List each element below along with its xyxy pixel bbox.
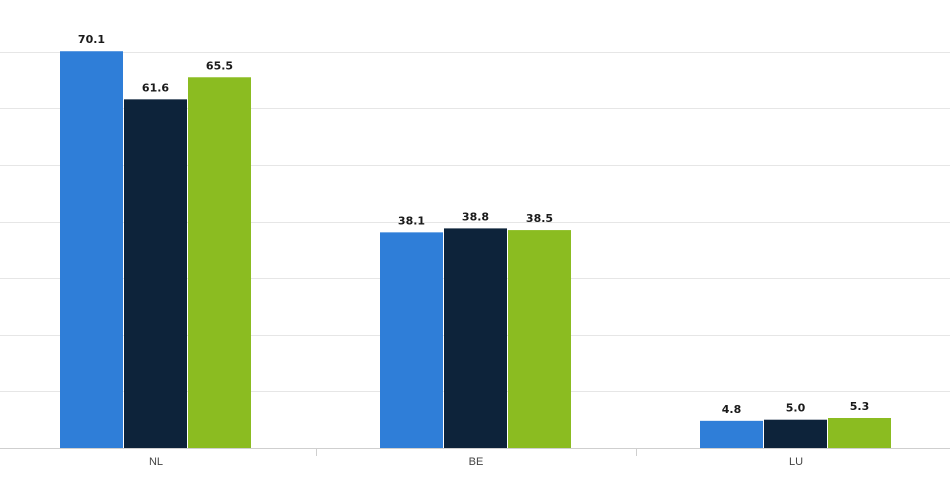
category-label: BE bbox=[469, 456, 484, 468]
value-label: 4.8 bbox=[722, 403, 742, 416]
x-axis: NL BE LU bbox=[0, 448, 950, 468]
bars bbox=[60, 51, 891, 449]
value-label: 65.5 bbox=[206, 59, 233, 72]
category-label: LU bbox=[789, 456, 803, 468]
bar-nl-series-1 bbox=[60, 51, 123, 448]
category-label: NL bbox=[149, 456, 163, 468]
value-label: 70.1 bbox=[78, 33, 105, 46]
bar-be-series-2 bbox=[444, 228, 507, 448]
value-label: 61.6 bbox=[142, 81, 169, 94]
bar-be-series-3 bbox=[508, 230, 571, 448]
bar-lu-series-1 bbox=[700, 420, 763, 448]
value-label: 38.8 bbox=[462, 210, 489, 223]
bar-nl-series-2 bbox=[124, 99, 187, 449]
bar-nl-series-3 bbox=[188, 77, 251, 449]
value-label: 38.1 bbox=[398, 214, 425, 227]
value-labels: 70.1 61.6 65.5 38.1 38.8 38.5 4.8 5.0 5.3 bbox=[78, 33, 869, 416]
bar-lu-series-2 bbox=[764, 419, 827, 448]
bar-be-series-1 bbox=[380, 232, 443, 448]
bar-lu-series-3 bbox=[828, 418, 891, 448]
value-label: 5.0 bbox=[786, 402, 806, 415]
value-label: 5.3 bbox=[850, 400, 870, 413]
value-label: 38.5 bbox=[526, 212, 553, 225]
